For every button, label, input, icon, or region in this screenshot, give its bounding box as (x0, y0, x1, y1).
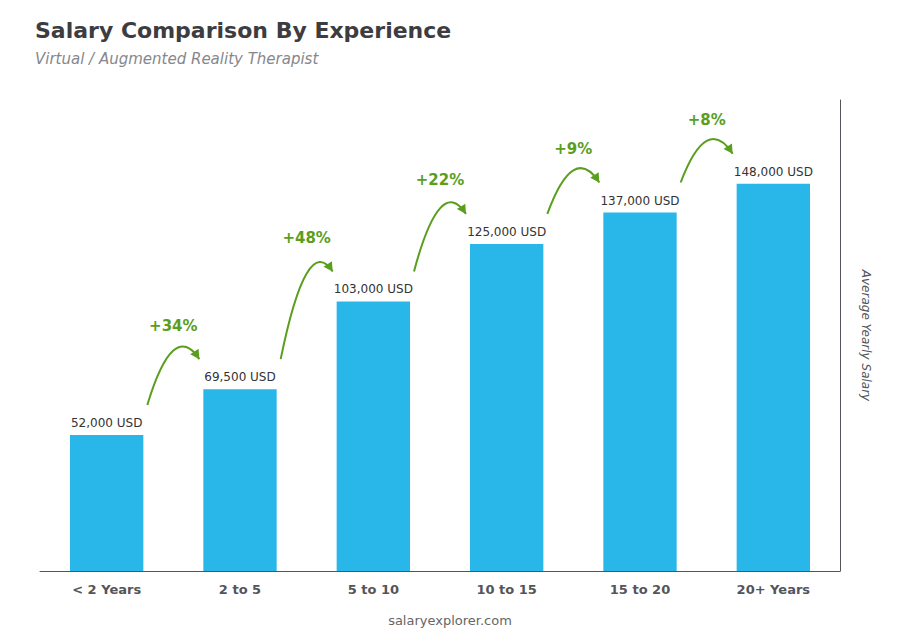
svg-text:Virtual / Augmented Reality Th: Virtual / Augmented Reality Therapist (35, 50, 319, 68)
svg-text:52,000 USD: 52,000 USD (71, 416, 142, 430)
svg-text:10 to 15: 10 to 15 (476, 582, 536, 597)
svg-text:Average Yearly Salary: Average Yearly Salary (859, 269, 873, 402)
svg-text:+8%: +8% (688, 111, 726, 129)
svg-text:20+ Years: 20+ Years (737, 582, 811, 597)
svg-text:15 to 20: 15 to 20 (610, 582, 670, 597)
svg-text:Salary Comparison By Experienc: Salary Comparison By Experience (35, 18, 451, 43)
svg-text:5 to 10: 5 to 10 (348, 582, 399, 597)
svg-text:+48%: +48% (282, 229, 330, 247)
svg-text:+9%: +9% (554, 140, 592, 158)
svg-text:137,000 USD: 137,000 USD (600, 194, 679, 208)
svg-text:69,500 USD: 69,500 USD (204, 370, 275, 384)
svg-text:+22%: +22% (416, 171, 464, 189)
svg-text:+34%: +34% (149, 317, 197, 335)
svg-text:103,000 USD: 103,000 USD (334, 282, 413, 296)
svg-text:148,000 USD: 148,000 USD (734, 165, 813, 179)
svg-text:salaryexplorer.com: salaryexplorer.com (388, 613, 512, 628)
svg-text:2 to 5: 2 to 5 (219, 582, 261, 597)
svg-text:125,000 USD: 125,000 USD (467, 225, 546, 239)
svg-text:< 2 Years: < 2 Years (72, 582, 141, 597)
